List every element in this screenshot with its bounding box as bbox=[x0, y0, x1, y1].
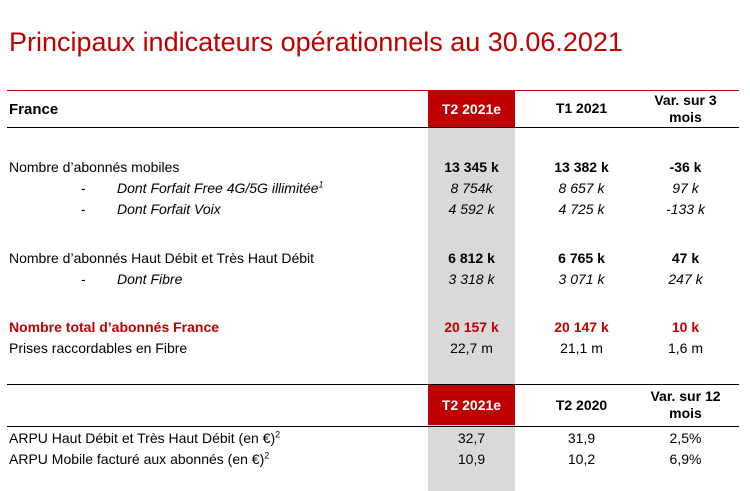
row-total-france-var: 10 k bbox=[671, 319, 700, 335]
row-fibre-dash: - bbox=[81, 271, 86, 287]
header-col-t1-2021: T1 2021 bbox=[555, 100, 608, 116]
row-fibre-t1-2021: 3 071 k bbox=[558, 271, 605, 287]
arpu-header-col-t2-2020: T2 2020 bbox=[555, 396, 608, 413]
header-col-var-3-mois-line2: mois bbox=[669, 109, 702, 125]
row-arpu-broadband-label: ARPU Haut Débit et Très Haut Débit (en €… bbox=[9, 428, 280, 448]
footnote-2: 2 bbox=[275, 429, 281, 440]
row-arpu-broadband-t2-2020: 31,9 bbox=[567, 430, 596, 446]
row-total-france-label: Nombre total d’abonnés France bbox=[9, 319, 220, 335]
footnote-2-mobile: 2 bbox=[264, 450, 270, 461]
arpu-header-col-var-12-mois-line1: Var. sur 12 bbox=[650, 388, 721, 404]
row-forfait-free-t2-2021e: 8 754k bbox=[450, 180, 493, 196]
header-col-var-3-mois: Var. sur 3 mois bbox=[642, 91, 729, 127]
row-arpu-broadband-var: 2,5% bbox=[669, 430, 702, 446]
row-broadband-subscribers-t2-2021e: 6 812 k bbox=[448, 250, 495, 266]
row-fibre-sockets-var: 1,6 m bbox=[667, 340, 703, 356]
row-forfait-free-label: Dont Forfait Free 4G/5G illimitée1 bbox=[117, 178, 324, 198]
current-quarter-column-shade bbox=[428, 127, 515, 491]
row-total-france-t1-2021: 20 147 k bbox=[554, 319, 609, 335]
row-arpu-mobile-t2-2021e: 10,9 bbox=[457, 451, 486, 467]
row-forfait-voix-var: -133 k bbox=[666, 201, 705, 217]
row-forfait-free-label-text: Dont Forfait Free 4G/5G illimitée bbox=[117, 180, 319, 196]
footnote-1: 1 bbox=[318, 179, 324, 190]
row-fibre-t2-2021e: 3 318 k bbox=[448, 271, 495, 287]
row-mobile-subscribers-t1-2021: 13 382 k bbox=[554, 159, 609, 175]
row-arpu-mobile-t2-2020: 10,2 bbox=[567, 451, 596, 467]
header-col-var-3-mois-line1: Var. sur 3 bbox=[654, 92, 717, 108]
row-arpu-broadband-t2-2021e: 32,7 bbox=[457, 430, 486, 446]
header-divider bbox=[7, 127, 739, 128]
row-arpu-mobile-label: ARPU Mobile facturé aux abonnés (en €)2 bbox=[9, 449, 269, 469]
row-fibre-sockets-t1-2021: 21,1 m bbox=[560, 340, 603, 356]
header-col-t2-2021e: T2 2021e bbox=[428, 90, 515, 127]
row-arpu-mobile-label-text: ARPU Mobile facturé aux abonnés (en €) bbox=[9, 451, 265, 467]
row-forfait-free-t1-2021: 8 657 k bbox=[558, 180, 605, 196]
row-fibre-sockets-label: Prises raccordables en Fibre bbox=[9, 340, 188, 356]
arpu-header-col-var-12-mois: Var. sur 12 mois bbox=[642, 387, 729, 423]
row-forfait-free-var: 97 k bbox=[672, 180, 699, 196]
row-mobile-subscribers-label: Nombre d’abonnés mobiles bbox=[9, 159, 180, 175]
arpu-header-top-divider bbox=[7, 384, 739, 385]
arpu-header-col-var-12-mois-line2: mois bbox=[669, 405, 702, 421]
row-forfait-voix-label: Dont Forfait Voix bbox=[117, 201, 221, 217]
row-arpu-mobile-var: 6,9% bbox=[669, 451, 702, 467]
row-forfait-free-dash: - bbox=[81, 180, 86, 196]
row-mobile-subscribers-var: -36 k bbox=[669, 159, 702, 175]
row-forfait-voix-t1-2021: 4 725 k bbox=[558, 201, 605, 217]
row-fibre-var: 247 k bbox=[668, 271, 703, 287]
row-total-france-t2-2021e: 20 157 k bbox=[444, 319, 499, 335]
row-forfait-voix-dash: - bbox=[81, 201, 86, 217]
arpu-header-col-t2-2021e: T2 2021e bbox=[428, 385, 515, 425]
row-arpu-broadband-label-text: ARPU Haut Débit et Très Haut Débit (en €… bbox=[9, 430, 276, 446]
row-broadband-subscribers-t1-2021: 6 765 k bbox=[558, 250, 605, 266]
row-broadband-subscribers-var: 47 k bbox=[671, 250, 700, 266]
arpu-header-bottom-divider bbox=[7, 426, 739, 427]
row-broadband-subscribers-label: Nombre d’abonnés Haut Débit et Très Haut… bbox=[9, 250, 315, 266]
row-mobile-subscribers-t2-2021e: 13 345 k bbox=[444, 159, 499, 175]
page-title: Principaux indicateurs opérationnels au … bbox=[9, 27, 623, 57]
table-header-france: France bbox=[9, 101, 59, 118]
row-fibre-sockets-t2-2021e: 22,7 m bbox=[450, 340, 493, 356]
top-divider bbox=[7, 90, 739, 91]
row-fibre-label: Dont Fibre bbox=[117, 271, 183, 287]
row-forfait-voix-t2-2021e: 4 592 k bbox=[448, 201, 495, 217]
